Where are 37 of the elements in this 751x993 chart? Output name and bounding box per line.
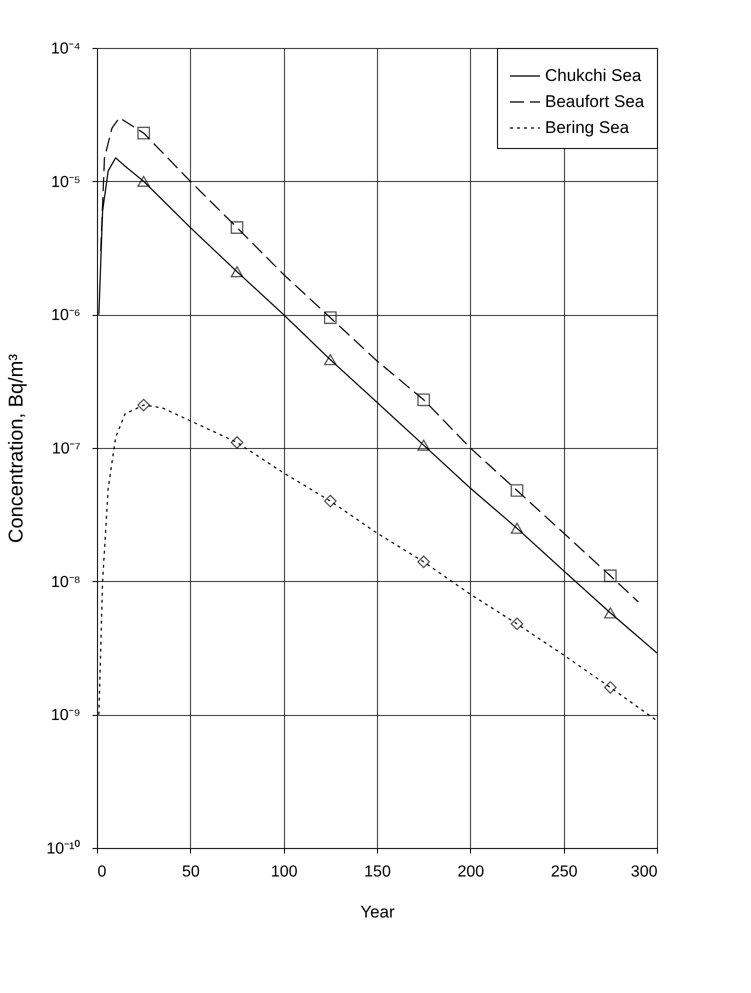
point bbox=[230, 436, 244, 449]
x-tick-label: 100 bbox=[270, 864, 298, 880]
point bbox=[510, 618, 524, 630]
point bbox=[510, 522, 524, 534]
point bbox=[510, 484, 524, 497]
point bbox=[324, 494, 337, 508]
y-tick-label: 10⁻¹⁰ bbox=[46, 840, 80, 858]
legend-label: Chukchi Sea bbox=[545, 66, 642, 85]
legend-label: Beaufort Sea bbox=[545, 92, 645, 111]
legend-label: Bering Sea bbox=[545, 118, 630, 137]
y-tick-label: 10⁻⁵ bbox=[51, 174, 80, 191]
y-tick-label: 10⁻⁹ bbox=[50, 707, 80, 724]
y-tick-label: 10⁻⁸ bbox=[50, 574, 80, 591]
x-tick-label: 0 bbox=[98, 864, 106, 880]
y-tick-label: 10⁻⁴ bbox=[50, 40, 81, 58]
y-tick-label: 10⁻⁶ bbox=[51, 307, 80, 324]
point bbox=[324, 354, 337, 366]
point bbox=[137, 398, 150, 412]
x-tick-label: 150 bbox=[364, 864, 391, 880]
point bbox=[604, 607, 617, 618]
x-tick-label: 300 bbox=[630, 864, 658, 880]
point bbox=[137, 176, 150, 187]
point bbox=[230, 266, 244, 278]
x-tick-label: 50 bbox=[182, 864, 200, 880]
point bbox=[604, 681, 617, 694]
x-tick-label: 250 bbox=[550, 864, 578, 880]
point bbox=[604, 570, 617, 582]
y-axis-title: Concentration, Bq/m³ bbox=[5, 354, 28, 543]
point bbox=[417, 556, 430, 568]
y-tick-label: 10⁻⁷ bbox=[52, 440, 81, 458]
point bbox=[230, 221, 244, 234]
x-tick-label: 200 bbox=[457, 864, 484, 880]
point bbox=[324, 311, 337, 324]
x-axis-title: Year bbox=[360, 902, 396, 922]
point bbox=[417, 393, 430, 406]
point bbox=[137, 126, 150, 140]
point bbox=[417, 440, 430, 451]
